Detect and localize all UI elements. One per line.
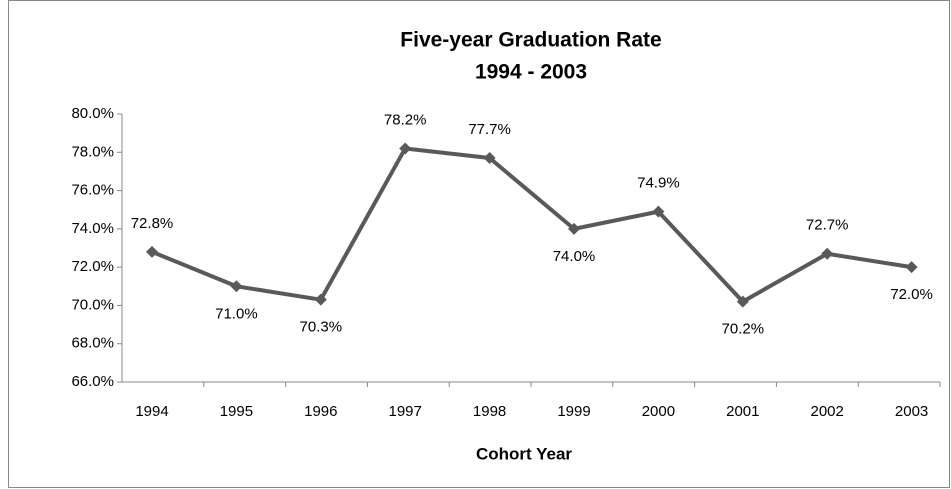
marker (483, 152, 496, 165)
x-tick-label: 1995 (220, 403, 253, 420)
y-tick-label: 70.0% (71, 296, 114, 313)
marker (230, 280, 243, 293)
marker (399, 142, 412, 155)
data-label: 72.0% (890, 286, 933, 303)
data-label: 70.2% (722, 321, 765, 338)
marker (652, 205, 665, 218)
data-label: 72.7% (806, 217, 849, 234)
x-tick-label: 2002 (811, 403, 844, 420)
chart-frame (8, 0, 950, 488)
data-label: 77.7% (468, 121, 511, 138)
data-label: 74.9% (637, 175, 680, 192)
x-tick-label: 1998 (473, 403, 506, 420)
marker (905, 261, 918, 274)
y-tick-label: 74.0% (71, 220, 114, 237)
data-label: 74.0% (553, 248, 596, 265)
data-label: 71.0% (215, 305, 258, 322)
chart-title: Five-year Graduation Rate (400, 29, 661, 52)
x-tick-label: 1999 (557, 403, 590, 420)
x-tick-label: 2001 (726, 403, 759, 420)
chart-subtitle: 1994 - 2003 (475, 61, 587, 84)
x-tick-label: 2003 (895, 403, 928, 420)
marker (146, 245, 158, 258)
x-tick-label: 1996 (304, 403, 337, 420)
marker (314, 293, 327, 306)
data-label: 72.8% (131, 215, 174, 232)
marker (821, 247, 834, 260)
y-tick-label: 78.0% (71, 143, 114, 160)
y-tick-label: 68.0% (71, 335, 114, 352)
y-tick-label: 80.0% (71, 105, 114, 122)
x-tick-label: 2000 (642, 403, 675, 420)
y-tick-label: 66.0% (71, 373, 114, 390)
data-label: 70.3% (300, 319, 343, 336)
x-axis-label: Cohort Year (476, 444, 572, 463)
line (151, 146, 912, 304)
y-tick-label: 76.0% (71, 182, 114, 199)
marker (736, 295, 749, 308)
data-label: 78.2% (384, 111, 427, 128)
x-tick-label: 1997 (389, 403, 422, 420)
x-tick-label: 1994 (135, 403, 168, 420)
y-tick-label: 72.0% (71, 258, 114, 275)
marker (568, 222, 580, 235)
